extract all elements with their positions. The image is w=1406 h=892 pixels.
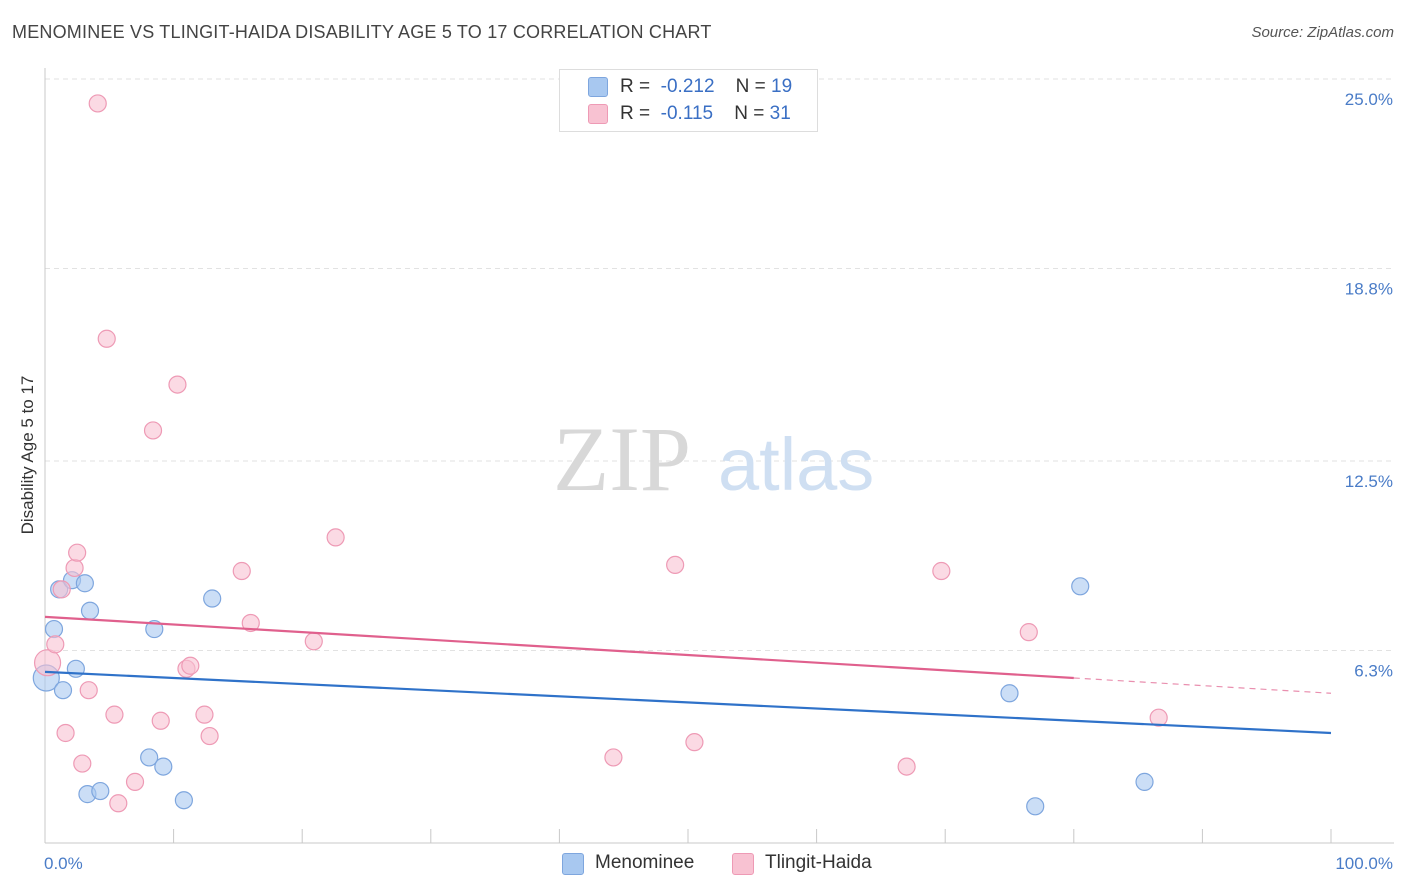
- watermark-atlas: atlas: [718, 423, 874, 506]
- point-menominee-1: [44, 619, 64, 639]
- watermark-zip: ZIP: [553, 408, 691, 510]
- point-tlingit-haida-2: [52, 580, 71, 599]
- legend-r-menominee: -0.212: [660, 76, 715, 97]
- point-menominee-18: [1135, 772, 1154, 791]
- legend-marker-tlingit-haida: [732, 853, 754, 875]
- y-tick-label-3: 6.3%: [1354, 661, 1393, 680]
- trend-line-extension-tlingit-haida: [1073, 677, 1332, 694]
- point-menominee-13: [174, 791, 193, 810]
- point-menominee-17: [1071, 577, 1090, 596]
- point-tlingit-haida-27: [897, 757, 916, 776]
- point-menominee-14: [203, 589, 222, 608]
- point-tlingit-haida-6: [73, 754, 92, 773]
- point-menominee-15: [1000, 684, 1019, 703]
- point-tlingit-haida-24: [604, 748, 623, 767]
- point-tlingit-haida-14: [151, 711, 170, 730]
- point-tlingit-haida-9: [97, 329, 116, 348]
- legend-swatch-menominee: [588, 77, 608, 97]
- point-tlingit-haida-7: [79, 681, 98, 700]
- point-tlingit-haida-1: [46, 635, 65, 654]
- point-menominee-3: [53, 681, 73, 700]
- point-tlingit-haida-25: [666, 555, 685, 575]
- y-tick-labels: 25.0% 18.8% 12.5% 6.3%: [1345, 90, 1393, 680]
- point-tlingit-haida-28: [932, 561, 951, 581]
- point-tlingit-haida-18: [195, 705, 214, 724]
- point-tlingit-haida-3: [56, 723, 75, 743]
- axes: [44, 68, 1394, 844]
- x-tick-label-min: 0.0%: [44, 854, 83, 873]
- point-menominee-9: [91, 781, 110, 801]
- legend-label-menominee: Menominee: [595, 852, 695, 873]
- y-tick-label-1: 18.8%: [1345, 279, 1393, 298]
- y-tick-label-2: 12.5%: [1345, 472, 1393, 491]
- legend-marker-menominee: [562, 853, 584, 875]
- legend-n-tlingit-haida: 31: [769, 103, 791, 124]
- trend-lines: [44, 615, 1332, 735]
- point-menominee-7: [80, 601, 100, 620]
- point-tlingit-haida-4: [65, 558, 84, 578]
- point-tlingit-haida-5: [68, 543, 87, 562]
- legend-n-menominee: 19: [771, 76, 793, 97]
- x-tick-labels: 0.0% 100.0%: [44, 854, 1393, 873]
- watermark: ZIP atlas: [553, 408, 874, 510]
- legend-swatch-tlingit-haida: [588, 104, 608, 124]
- point-menominee-5: [66, 659, 85, 678]
- point-tlingit-haida-11: [109, 794, 128, 813]
- chart-title: MENOMINEE VS TLINGIT-HAIDA DISABILITY AG…: [12, 22, 712, 42]
- point-menominee-16: [1026, 797, 1045, 816]
- point-tlingit-haida-20: [232, 561, 251, 581]
- stats-legend: R = -0.212 N = 19 R = -0.115 N = 31: [559, 69, 818, 132]
- point-tlingit-haida-13: [143, 421, 163, 440]
- point-tlingit-haida-15: [168, 375, 187, 394]
- point-tlingit-haida-0: [33, 649, 62, 677]
- y-tick-label-0: 25.0%: [1345, 90, 1393, 109]
- point-tlingit-haida-17: [181, 656, 200, 675]
- point-tlingit-haida-30: [1149, 708, 1168, 727]
- point-menominee-6: [75, 574, 94, 593]
- legend-r-tlingit-haida: -0.115: [660, 103, 714, 124]
- point-tlingit-haida-19: [200, 726, 219, 746]
- point-tlingit-haida-10: [105, 705, 124, 724]
- point-menominee-10: [140, 748, 159, 767]
- point-tlingit-haida-26: [685, 733, 704, 752]
- legend-stats-menominee: R = -0.212 N = 19: [620, 76, 793, 97]
- point-tlingit-haida-21: [241, 613, 260, 633]
- point-menominee-12: [154, 757, 173, 776]
- legend-label-tlingit-haida: Tlingit-Haida: [765, 852, 872, 873]
- point-menominee-11: [145, 619, 164, 639]
- x-tick-label-max: 100.0%: [1335, 854, 1393, 873]
- data-points: [32, 94, 1168, 816]
- trend-line-menominee: [44, 670, 1332, 735]
- point-tlingit-haida-12: [125, 772, 145, 791]
- point-tlingit-haida-23: [326, 528, 345, 547]
- point-tlingit-haida-8: [88, 94, 107, 113]
- point-tlingit-haida-22: [304, 632, 323, 651]
- chart-source: Source: ZipAtlas.com: [1251, 24, 1394, 41]
- point-tlingit-haida-29: [1019, 623, 1038, 642]
- legend-stats-tlingit-haida: R = -0.115 N = 31: [620, 103, 791, 124]
- trend-line-tlingit-haida: [44, 615, 1074, 680]
